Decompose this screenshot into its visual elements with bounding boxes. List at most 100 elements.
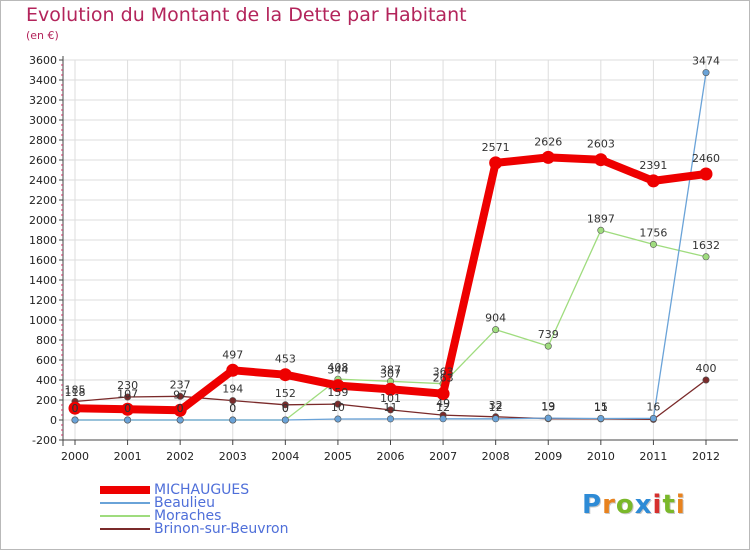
data-point: [544, 342, 552, 350]
data-label: 453: [275, 353, 296, 366]
data-point: [597, 414, 605, 422]
data-point: [597, 226, 605, 234]
data-label: 237: [170, 378, 191, 391]
data-point: [121, 402, 135, 416]
data-label: 97: [173, 388, 187, 401]
data-label: 2460: [692, 152, 720, 165]
data-label: 387: [380, 363, 401, 376]
data-point: [699, 167, 713, 181]
data-label: 0: [282, 402, 289, 415]
data-label: 904: [485, 312, 506, 325]
x-tick-label: 2009: [534, 450, 562, 463]
data-label: 49: [436, 397, 450, 410]
logo-letter: i: [652, 490, 663, 520]
data-label: 11: [594, 401, 608, 414]
data-label: 0: [229, 402, 236, 415]
x-tick-label: 2007: [429, 450, 457, 463]
x-tick-label: 2011: [639, 450, 667, 463]
y-tick-label: 3000: [29, 114, 57, 127]
data-point: [702, 69, 710, 77]
data-label: 194: [222, 383, 243, 396]
x-tick-label: 2002: [166, 450, 194, 463]
y-tick-label: 1200: [29, 294, 57, 307]
data-label: 16: [646, 400, 660, 413]
data-label: 12: [489, 401, 503, 414]
x-tick-label: 2004: [271, 450, 299, 463]
logo-letter: P: [582, 490, 603, 520]
legend-label: Moraches: [154, 508, 222, 524]
data-label: 2571: [482, 141, 510, 154]
y-tick-label: 2800: [29, 134, 57, 147]
data-point: [646, 174, 660, 188]
y-tick-label: 400: [36, 374, 57, 387]
y-tick-label: 200: [36, 394, 57, 407]
legend-label: Beaulieu: [154, 495, 215, 511]
data-label: 19: [541, 400, 555, 413]
data-point: [229, 416, 237, 424]
data-point: [492, 415, 500, 423]
data-label: 15: [594, 401, 608, 414]
data-label: 230: [117, 379, 138, 392]
legend-swatch: [100, 502, 150, 504]
x-tick-label: 2012: [692, 450, 720, 463]
data-point: [386, 406, 394, 414]
data-label: 344: [327, 364, 348, 377]
data-label: 363: [433, 366, 454, 379]
data-point: [278, 368, 292, 382]
data-point: [702, 376, 710, 384]
data-label: 497: [222, 348, 243, 361]
y-tick-label: 1600: [29, 254, 57, 267]
data-label: 101: [380, 392, 401, 405]
y-tick-label: 800: [36, 334, 57, 347]
y-tick-label: 3200: [29, 94, 57, 107]
x-tick-label: 2008: [482, 450, 510, 463]
data-label: 107: [117, 387, 138, 400]
data-label: 32: [489, 399, 503, 412]
legend-swatch: [100, 528, 150, 530]
data-label: 0: [124, 402, 131, 415]
y-tick-label: 2000: [29, 214, 57, 227]
y-tick-label: 0: [50, 414, 57, 427]
data-label: 0: [177, 402, 184, 415]
y-tick-label: 1800: [29, 234, 57, 247]
y-tick-label: 2600: [29, 154, 57, 167]
data-point: [334, 400, 342, 408]
x-tick-label: 2003: [219, 450, 247, 463]
data-point: [594, 153, 608, 167]
data-label: 2626: [534, 135, 562, 148]
y-tick-label: 600: [36, 354, 57, 367]
y-tick-label: 2400: [29, 174, 57, 187]
data-point: [492, 326, 500, 334]
data-label: 0: [124, 402, 131, 415]
data-label: 0: [282, 402, 289, 415]
data-point: [124, 393, 132, 401]
data-label: 400: [696, 362, 717, 375]
data-point: [649, 414, 657, 422]
x-tick-label: 2000: [61, 450, 89, 463]
data-point: [544, 414, 552, 422]
logo-letter: x: [634, 490, 653, 520]
data-label: 739: [538, 328, 559, 341]
data-point: [176, 416, 184, 424]
y-tick-label: 1400: [29, 274, 57, 287]
data-point: [124, 416, 132, 424]
data-label: 2603: [587, 138, 615, 151]
y-tick-label: 3400: [29, 74, 57, 87]
data-point: [541, 150, 555, 164]
data-point: [489, 156, 503, 170]
data-point: [281, 416, 289, 424]
data-point: [176, 392, 184, 400]
chart-unit: (en €): [26, 29, 59, 42]
data-point: [649, 240, 657, 248]
data-label: 12: [436, 401, 450, 414]
y-tick-label: 3600: [29, 54, 57, 67]
data-label: 0: [72, 402, 79, 415]
data-point: [386, 415, 394, 423]
data-label: 0: [177, 402, 184, 415]
data-point: [436, 387, 450, 401]
chart-title: Evolution du Montant de la Dette par Hab…: [26, 4, 467, 26]
data-label: 408: [327, 361, 348, 374]
data-point: [173, 403, 187, 417]
y-tick-label: -200: [32, 434, 57, 447]
